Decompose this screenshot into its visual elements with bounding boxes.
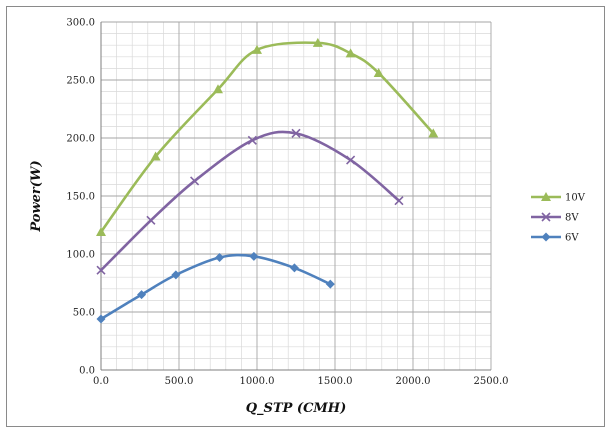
y-tick-label: 50.0: [73, 308, 95, 319]
data-point-8v-stroke-b: [96, 265, 106, 275]
data-point-10v: [213, 84, 223, 94]
data-point-10v: [373, 68, 384, 78]
data-point-10v: [252, 44, 262, 54]
series-6v: [96, 251, 335, 324]
data-point-8v-stroke-b: [394, 196, 404, 206]
data-point-6v: [137, 290, 147, 300]
data-point-10v: [96, 226, 106, 236]
tick-labels: 0.0 500.0 1000.0 1500.0 2000.0 2500.0 0.0 50.0 1…: [66, 18, 508, 388]
y-tick-label: 100.0: [66, 250, 95, 261]
legend-label-10v: 10V: [565, 193, 586, 204]
data-point-6v: [325, 279, 335, 289]
x-tick-label: 500.0: [165, 376, 194, 387]
x-tick-label: 2000.0: [396, 376, 431, 387]
legend-marker-8v-stroke-b: [541, 212, 551, 222]
legend-label-6v: 6V: [565, 233, 579, 244]
legend-item-8v: 8V: [531, 212, 579, 224]
data-point-8v: [394, 196, 404, 206]
data-point-6v: [249, 251, 259, 261]
x-tick-label: 2500.0: [474, 376, 509, 387]
y-tick-label: 300.0: [66, 18, 95, 29]
y-tick-label: 150.0: [66, 192, 95, 203]
series-10v: [96, 37, 439, 236]
data-point-8v-stroke-b: [291, 128, 301, 138]
data-point-6v: [171, 270, 181, 280]
legend-marker-8v: [541, 212, 551, 222]
data-point-6v: [96, 314, 106, 324]
data-point-8v-stroke-b: [247, 135, 257, 145]
data-point-8v: [146, 215, 156, 225]
data-point-8v: [346, 155, 356, 165]
x-tick-label: 1500.0: [318, 376, 353, 387]
x-axis-title: Q_STP (CMH): [246, 401, 347, 416]
series-layer: [96, 37, 439, 324]
x-tick-label: 0.0: [93, 376, 109, 387]
series-line-10v: [99, 41, 435, 233]
legend-marker-10v: [541, 192, 551, 201]
data-point-8v: [96, 265, 106, 275]
data-point-8v: [291, 128, 301, 138]
data-point-8v: [247, 135, 257, 145]
legend-marker-6v: [541, 232, 551, 242]
data-point-10v: [150, 151, 161, 161]
data-point-10v: [312, 37, 323, 47]
y-axis-title: Power(W): [29, 160, 44, 232]
legend-item-10v: 10V: [531, 192, 586, 204]
legend-label-8v: 8V: [565, 213, 579, 224]
data-point-8v-stroke-b: [146, 215, 156, 225]
data-point-10v: [345, 48, 356, 58]
legend: 10V 8V 6V: [531, 192, 586, 244]
chart-frame: [6, 6, 605, 427]
y-tick-label: 0.0: [79, 366, 95, 377]
legend-item-6v: 6V: [531, 232, 579, 244]
data-point-8v-stroke-b: [346, 155, 356, 165]
series-line-8v: [100, 130, 400, 272]
data-point-10v: [428, 128, 439, 138]
data-point-8v-stroke-b: [190, 176, 200, 186]
data-point-6v: [289, 263, 299, 273]
y-tick-label: 200.0: [66, 134, 95, 145]
y-tick-label: 250.0: [66, 76, 95, 87]
series-8v: [96, 128, 404, 275]
major-gridlines: [100, 21, 492, 371]
data-point-8v: [190, 176, 200, 186]
x-tick-label: 1000.0: [240, 376, 275, 387]
data-point-6v: [215, 252, 225, 262]
series-line-6v: [100, 253, 331, 321]
axes: [100, 22, 491, 371]
